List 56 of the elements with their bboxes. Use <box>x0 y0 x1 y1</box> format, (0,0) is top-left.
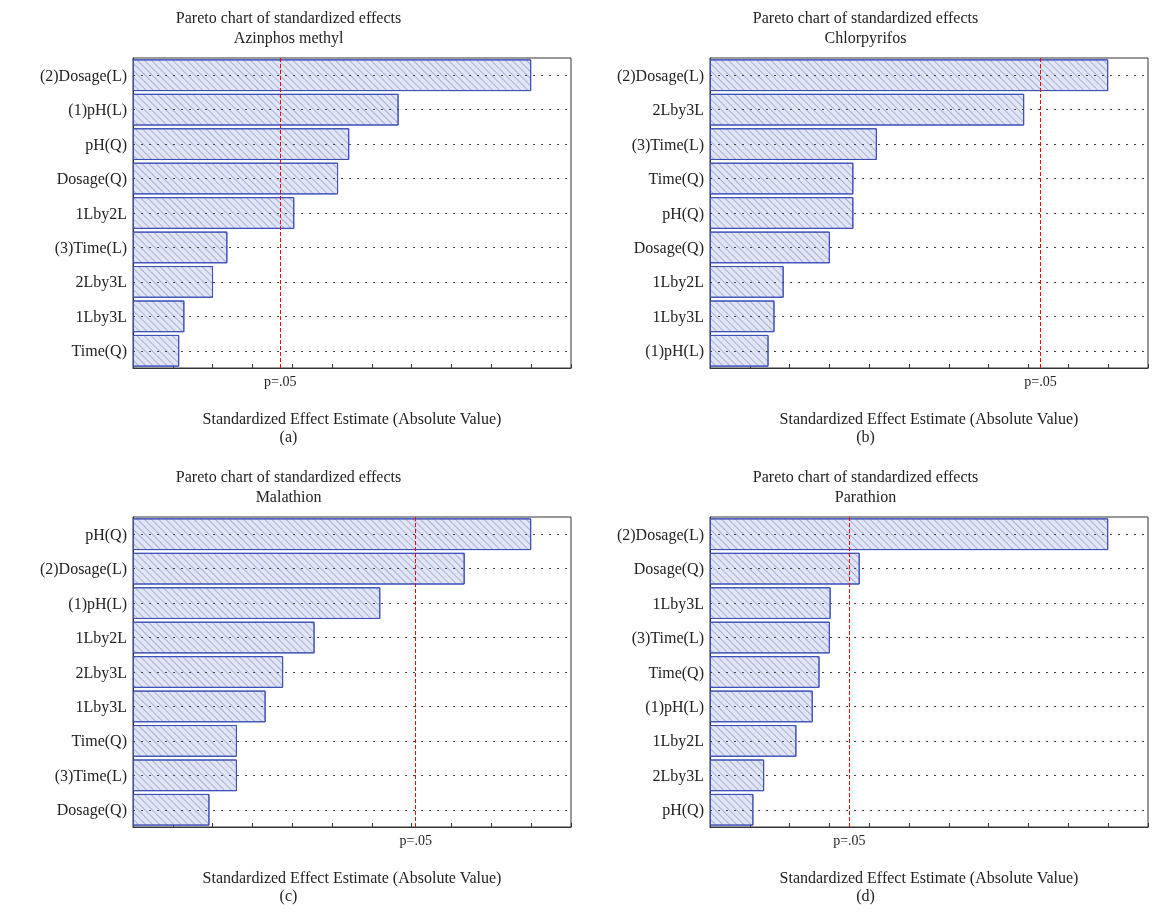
y-tick-label: (3)Time(L) <box>54 766 127 785</box>
y-tick-label: (2)Dosage(L) <box>39 66 127 85</box>
y-tick-label: (2)Dosage(L) <box>616 525 704 544</box>
y-tick-label: 1Lby2L <box>75 204 127 223</box>
y-tick-label: 1Lby2L <box>652 732 704 751</box>
y-tick-label: Time(Q) <box>648 663 704 682</box>
ref-line-label: p=.05 <box>1024 373 1057 389</box>
chart-title: Pareto chart of standardized effects <box>752 467 979 485</box>
ref-line-label: p=.05 <box>399 832 432 848</box>
y-tick-label: 1Lby3L <box>75 307 127 326</box>
y-tick-label: Dosage(Q) <box>633 238 704 257</box>
y-tick-label: Dosage(Q) <box>56 170 127 189</box>
y-tick-label: Time(Q) <box>71 342 127 361</box>
x-axis-title: Standardized Effect Estimate (Absolute Value) <box>202 868 502 887</box>
y-tick-label: Time(Q) <box>71 732 127 751</box>
chart-title: Pareto chart of standardized effects <box>175 467 402 485</box>
y-tick-label: Time(Q) <box>648 170 704 189</box>
ref-line-label: p=.05 <box>833 832 866 848</box>
y-tick-label: (1)pH(L) <box>68 594 127 613</box>
y-tick-label: 1Lby2L <box>75 629 127 648</box>
y-tick-label: 2Lby3L <box>75 663 127 682</box>
chart-subtitle: Chlorpyrifos <box>824 28 907 47</box>
y-tick-label: (1)pH(L) <box>68 101 127 120</box>
y-tick-label: (3)Time(L) <box>54 238 127 257</box>
y-tick-label: 1Lby3L <box>652 307 704 326</box>
chart-subtitle: Malathion <box>255 487 322 505</box>
x-axis-title: Standardized Effect Estimate (Absolute Value) <box>202 409 502 428</box>
y-tick-label: pH(Q) <box>85 525 127 544</box>
text: (a) <box>279 427 298 446</box>
y-tick-label: (1)pH(L) <box>645 697 704 716</box>
x-axis-title: Standardized Effect Estimate (Absolute Value) <box>779 409 1079 428</box>
y-tick-label: 1Lby3L <box>652 594 704 613</box>
y-tick-label: (3)Time(L) <box>631 629 704 648</box>
text: (c) <box>279 886 298 905</box>
chart-subtitle: Azinphos methyl <box>233 28 344 47</box>
chart-title: Pareto chart of standardized effects <box>175 8 402 26</box>
y-tick-label: pH(Q) <box>662 801 704 820</box>
y-tick-label: Dosage(Q) <box>56 801 127 820</box>
chart-title: Pareto chart of standardized effects <box>752 8 979 26</box>
y-tick-label: pH(Q) <box>662 204 704 223</box>
y-tick-label: (2)Dosage(L) <box>616 66 704 85</box>
y-tick-label: pH(Q) <box>85 135 127 154</box>
y-tick-label: 1Lby3L <box>75 697 127 716</box>
ref-line-label: p=.05 <box>264 373 297 389</box>
y-tick-label: (3)Time(L) <box>631 135 704 154</box>
y-tick-label: 2Lby3L <box>75 273 127 292</box>
y-tick-label: 1Lby2L <box>652 273 704 292</box>
text: (d) <box>856 886 875 905</box>
chart-subtitle: Parathion <box>834 487 897 505</box>
y-tick-label: 2Lby3L <box>652 766 704 785</box>
y-tick-label: Dosage(Q) <box>633 560 704 579</box>
text: (b) <box>856 427 875 446</box>
y-tick-label: 2Lby3L <box>652 101 704 120</box>
x-axis-title: Standardized Effect Estimate (Absolute Value) <box>779 868 1079 887</box>
y-tick-label: (1)pH(L) <box>645 342 704 361</box>
y-tick-label: (2)Dosage(L) <box>39 560 127 579</box>
